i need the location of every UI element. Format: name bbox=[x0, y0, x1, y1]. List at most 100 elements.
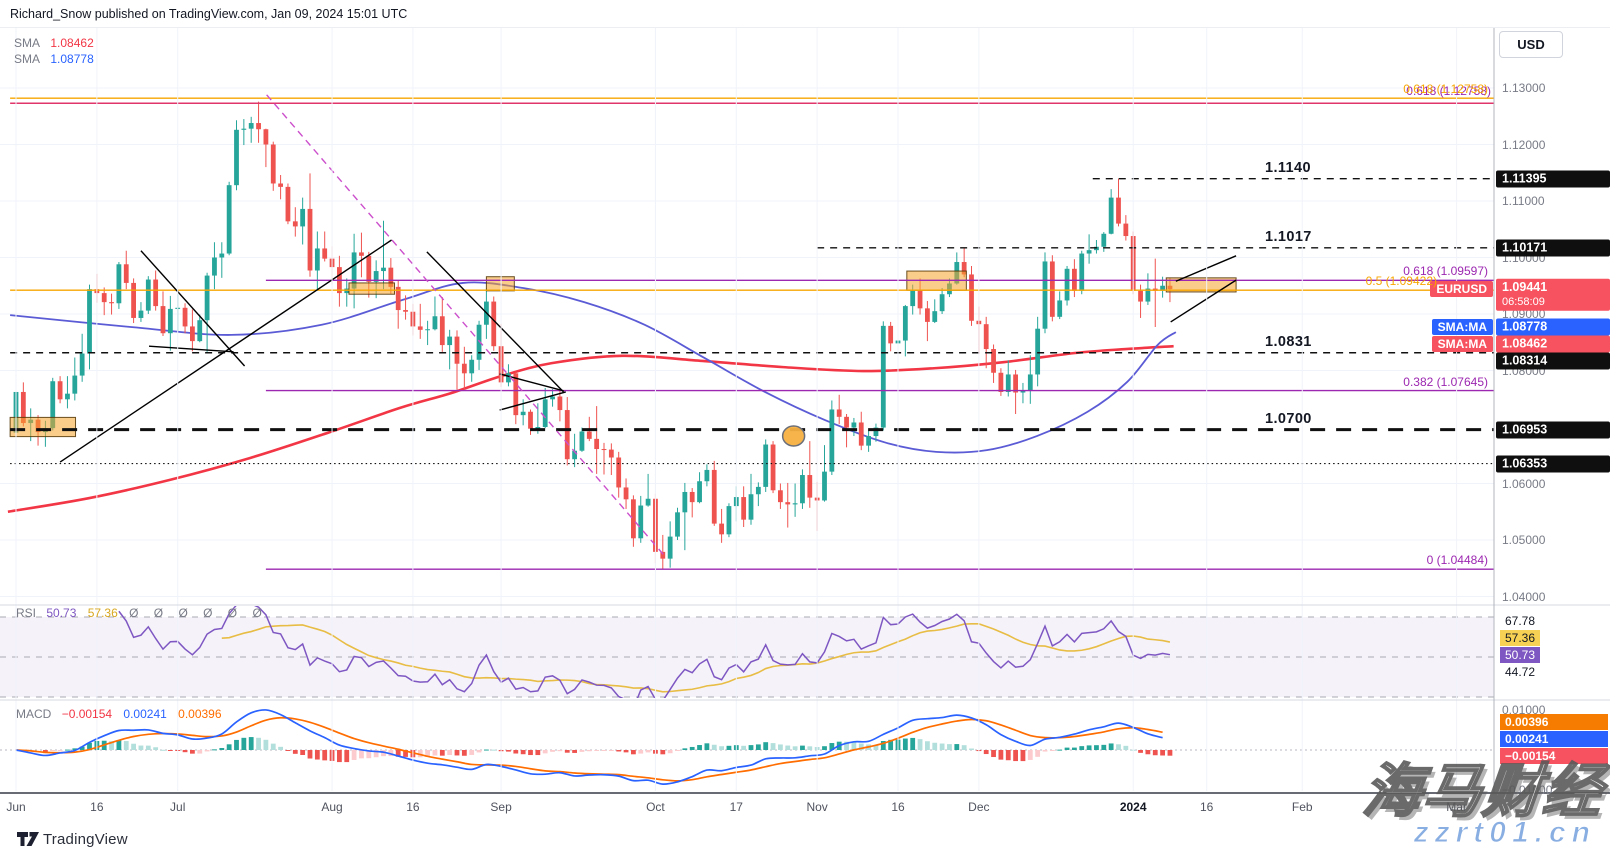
trend-line[interactable] bbox=[1175, 255, 1237, 282]
macd-pane[interactable] bbox=[0, 709, 1494, 786]
rsi-ma-line[interactable] bbox=[221, 622, 1171, 693]
candle-body bbox=[755, 486, 761, 495]
macd-tick: 0.01000 bbox=[1502, 703, 1546, 717]
time-axis-label: 2024 bbox=[1119, 800, 1147, 814]
macd-histogram-bar bbox=[689, 746, 695, 750]
candle-body bbox=[880, 325, 886, 428]
macd-row-value: 0.00396 bbox=[1500, 714, 1608, 730]
macd-histogram-bar bbox=[1152, 750, 1158, 756]
macd-histogram-bar bbox=[72, 748, 78, 750]
candle-body bbox=[851, 422, 857, 428]
fib-label: 0 (1.04484) bbox=[1426, 553, 1488, 568]
macd-histogram-bar bbox=[1020, 750, 1026, 762]
macd-histogram-bar bbox=[954, 744, 960, 750]
macd-histogram-bar bbox=[292, 750, 298, 754]
rsi-label: RSI bbox=[16, 606, 37, 620]
candle-body bbox=[116, 264, 122, 304]
downtrend-dashed-line[interactable] bbox=[266, 94, 668, 559]
rsi-line[interactable] bbox=[118, 604, 1171, 709]
currency-toggle-button[interactable]: USD bbox=[1499, 31, 1563, 58]
candle-body bbox=[1086, 250, 1092, 254]
macd-histogram-bar bbox=[1035, 750, 1041, 757]
candle-body bbox=[785, 502, 791, 505]
price-axis-badge: 1.11395 bbox=[1496, 170, 1610, 188]
candle-body bbox=[1013, 374, 1018, 393]
candle-body bbox=[65, 393, 70, 400]
candle-body bbox=[520, 411, 526, 416]
candle-body bbox=[667, 536, 673, 559]
supply-demand-zone[interactable] bbox=[9, 416, 77, 438]
macd-histogram-bar bbox=[395, 750, 401, 757]
macd-histogram-bar bbox=[873, 744, 879, 750]
macd-signal-line[interactable] bbox=[15, 716, 1163, 782]
macd-histogram-bar bbox=[778, 744, 783, 750]
supply-demand-zone[interactable] bbox=[485, 276, 515, 292]
candle-body bbox=[778, 490, 783, 503]
key-level-label: 1.0700 bbox=[1265, 410, 1312, 427]
macd-histogram-bar bbox=[564, 750, 570, 753]
rsi-pane[interactable] bbox=[0, 604, 1494, 709]
legend-rsi[interactable]: RSI 50.73 57.36 Ø Ø Ø Ø Ø Ø bbox=[16, 606, 268, 620]
legend-macd[interactable]: MACD −0.00154 0.00241 0.00396 bbox=[16, 707, 222, 721]
macd-histogram-bar bbox=[667, 750, 673, 754]
supply-demand-zone[interactable] bbox=[348, 282, 396, 295]
candle-body bbox=[902, 306, 908, 341]
trend-line[interactable] bbox=[426, 251, 565, 393]
macd-histogram-bar bbox=[513, 750, 519, 754]
candle-body bbox=[689, 491, 695, 503]
candle-body bbox=[925, 308, 930, 322]
published-by-line: Richard_Snow published on TradingView.co… bbox=[10, 7, 408, 21]
time-axis-label: Sep bbox=[490, 800, 512, 814]
candle-body bbox=[1123, 223, 1129, 237]
macd-histogram-bar bbox=[851, 741, 857, 750]
macd-histogram-bar bbox=[1138, 750, 1143, 753]
macd-histogram-bar bbox=[645, 750, 651, 753]
macd-histogram-bar bbox=[675, 750, 680, 752]
macd-histogram-bar bbox=[1094, 745, 1099, 750]
candle-body bbox=[792, 503, 798, 505]
candle-body bbox=[917, 290, 923, 309]
candle-body bbox=[829, 409, 835, 472]
macd-histogram-bar bbox=[1108, 743, 1114, 750]
macd-histogram-bar bbox=[711, 744, 717, 750]
fib-label: 0.618 (1.12758) bbox=[1403, 82, 1488, 97]
macd-line[interactable] bbox=[15, 709, 1163, 786]
macd-histogram-bar bbox=[65, 749, 70, 751]
macd-histogram-bar bbox=[947, 744, 952, 750]
candle-body bbox=[292, 221, 298, 227]
candle-body bbox=[1138, 290, 1143, 302]
trend-line[interactable] bbox=[1170, 279, 1237, 323]
candle-body bbox=[1020, 390, 1026, 393]
time-axis-label: 16 bbox=[1200, 800, 1214, 814]
macd-histogram-bar bbox=[616, 750, 622, 752]
macd-histogram-bar bbox=[520, 750, 526, 755]
macd-histogram-bar bbox=[1086, 745, 1092, 750]
macd-histogram-bar bbox=[226, 744, 232, 750]
time-axis-label: Dec bbox=[968, 800, 990, 814]
macd-histogram-bar bbox=[153, 747, 159, 750]
supply-demand-zone[interactable] bbox=[1165, 277, 1237, 293]
legend-sma-200[interactable]: SMA 1.08462 bbox=[14, 36, 94, 50]
trend-line[interactable] bbox=[140, 250, 246, 367]
key-level-label: 1.1140 bbox=[1265, 159, 1311, 176]
candle-body bbox=[741, 497, 747, 520]
candle-body bbox=[395, 286, 401, 311]
trend-line[interactable] bbox=[148, 345, 234, 353]
candle-body bbox=[131, 282, 136, 318]
macd-histogram-bar bbox=[1013, 750, 1018, 762]
sma-100-line[interactable] bbox=[10, 281, 1177, 454]
circle-annotation[interactable] bbox=[781, 425, 806, 447]
candle-body bbox=[961, 262, 967, 275]
macd-histogram-bar bbox=[322, 750, 328, 761]
candle-body bbox=[1108, 197, 1114, 234]
candle-body bbox=[660, 551, 666, 559]
macd-histogram-bar bbox=[785, 745, 791, 750]
trend-line[interactable] bbox=[499, 391, 566, 411]
candle-body bbox=[300, 208, 306, 227]
candle-body bbox=[748, 494, 754, 520]
macd-histogram-bar bbox=[307, 750, 313, 759]
sma-200-line[interactable] bbox=[7, 344, 1174, 514]
legend-sma-100[interactable]: SMA 1.08778 bbox=[14, 52, 94, 66]
time-axis-label: Feb bbox=[1291, 800, 1313, 814]
